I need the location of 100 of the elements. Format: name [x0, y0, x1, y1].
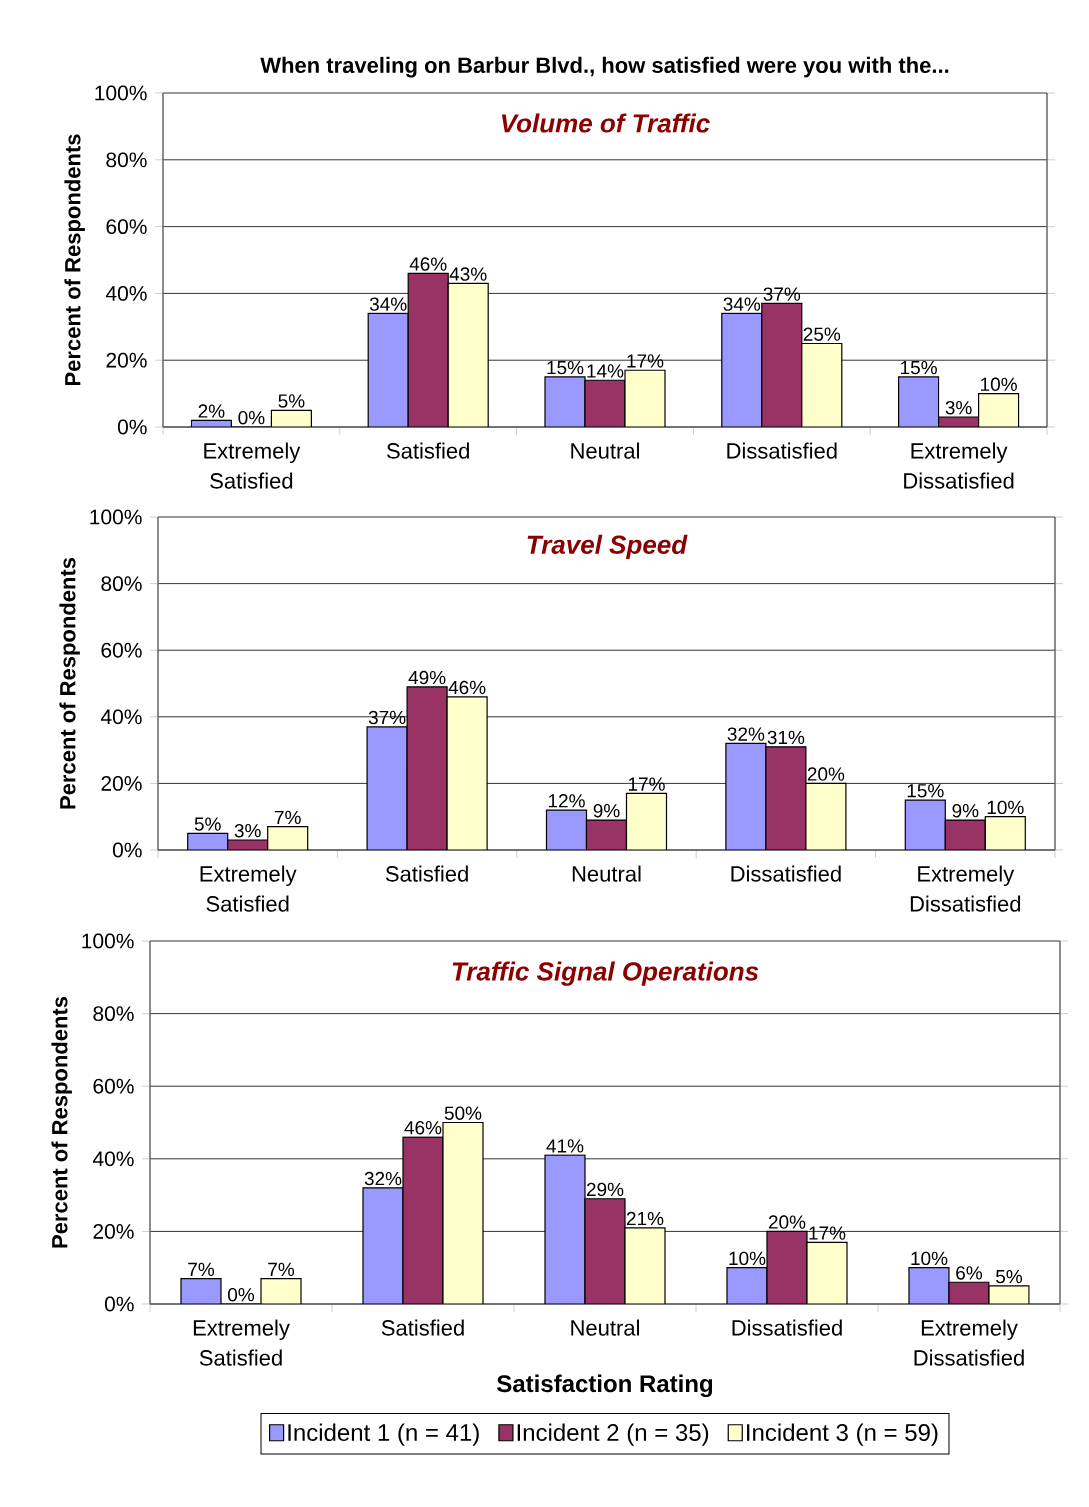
x-tick-label: Extremely Satisfied: [204, 442, 301, 489]
data-label: 15%: [907, 784, 944, 798]
data-label: 46%: [409, 257, 447, 271]
data-label: 9%: [952, 803, 979, 818]
bar: [584, 1198, 626, 1305]
bar: [447, 282, 489, 428]
bar: [362, 1187, 404, 1305]
bar: [446, 696, 488, 851]
y-axis-title: Percent of Respondents: [59, 557, 80, 809]
y-tick-label: 0%: [104, 1296, 134, 1312]
y-tick-label: 20%: [93, 1223, 134, 1239]
data-label: 0%: [228, 1287, 255, 1302]
bar: [801, 342, 843, 428]
chart-title: When traveling on Barbur Blvd., how satisfied were you with the...: [260, 56, 949, 78]
bar: [624, 369, 666, 428]
x-tick-label: Dissatisfied: [727, 442, 837, 459]
y-tick-label: 20%: [106, 352, 147, 368]
legend-label: Incident 2 (n = 35): [517, 1423, 709, 1446]
bar: [761, 302, 803, 428]
data-label: 10%: [987, 800, 1024, 815]
bar: [726, 1267, 768, 1305]
y-tick-label: 40%: [105, 285, 147, 301]
bar: [721, 312, 763, 428]
text: Traffic Signal Operations: [452, 961, 759, 986]
data-label: 25%: [803, 327, 841, 341]
bar: [904, 799, 946, 851]
bar: [805, 782, 847, 851]
x-axis-title: Satisfaction Rating: [497, 1374, 713, 1398]
y-tick-label: 60%: [93, 1078, 134, 1094]
text: Travel Speed: [527, 534, 688, 560]
y-tick-label: 80%: [106, 152, 147, 168]
y-tick-label: 60%: [101, 642, 142, 658]
data-label: 10%: [981, 377, 1017, 392]
x-tick-label: Neutral: [571, 442, 639, 459]
data-label: 41%: [546, 1139, 584, 1153]
bar: [267, 826, 309, 851]
data-label: 20%: [768, 1215, 806, 1229]
data-label: 20%: [807, 767, 845, 781]
bar: [584, 379, 626, 428]
data-label: 14%: [587, 364, 624, 378]
data-label: 10%: [911, 1251, 948, 1266]
data-label: 0%: [238, 410, 265, 425]
data-label: 6%: [956, 1266, 983, 1280]
bar: [402, 1136, 444, 1305]
data-label: 31%: [767, 730, 805, 745]
data-label: 3%: [945, 400, 972, 415]
y-tick-label: 100%: [90, 509, 142, 525]
y-tick-label: 80%: [101, 576, 142, 592]
bar: [544, 1154, 586, 1305]
data-label: 15%: [547, 360, 584, 375]
data-label: 29%: [586, 1182, 624, 1197]
y-tick-label: 100%: [82, 933, 134, 949]
data-label: 43%: [449, 267, 487, 281]
data-label: 5%: [996, 1269, 1023, 1284]
data-label: 46%: [448, 680, 486, 695]
bar: [766, 1230, 808, 1305]
y-axis-title: Percent of Respondents: [64, 134, 85, 386]
x-tick-label: Satisfied: [385, 865, 468, 882]
data-label: 5%: [194, 817, 221, 831]
bar: [908, 1267, 950, 1305]
bar: [984, 816, 1026, 851]
x-tick-label: Neutral: [572, 865, 641, 882]
bar: [407, 272, 449, 428]
data-label: 49%: [408, 670, 446, 685]
data-label: 46%: [404, 1120, 442, 1135]
bar: [765, 746, 807, 851]
data-label: 15%: [901, 360, 937, 375]
bar: [545, 809, 588, 851]
data-label: 7%: [268, 1262, 295, 1276]
bar: [625, 792, 668, 851]
data-label: 50%: [444, 1106, 482, 1120]
y-tick-label: 80%: [93, 1006, 134, 1022]
data-label: 10%: [729, 1251, 766, 1266]
data-label: 7%: [274, 810, 301, 825]
legend-label: Incident 1 (n = 41): [288, 1423, 479, 1446]
bar: [180, 1278, 222, 1305]
y-tick-label: 40%: [100, 709, 142, 725]
x-tick-label: Satisfied: [381, 1319, 464, 1336]
x-tick-label: Extremely Dissatisfied: [910, 865, 1021, 912]
legend-label: Incident 3 (n = 59): [747, 1423, 938, 1446]
data-label: 7%: [188, 1262, 215, 1276]
y-tick-label: 40%: [92, 1151, 134, 1167]
x-tick-label: Extremely Dissatisfied: [904, 442, 1014, 489]
x-tick-label: Extremely Satisfied: [200, 865, 297, 912]
bar: [725, 742, 767, 851]
bar: [585, 819, 628, 851]
data-label: 12%: [548, 794, 585, 808]
data-label: 32%: [727, 727, 765, 741]
data-label: 21%: [626, 1211, 664, 1226]
text: Volume of Traffic: [501, 113, 710, 133]
bar: [898, 376, 940, 428]
data-label: 34%: [723, 297, 761, 311]
bar: [260, 1278, 302, 1305]
data-label: 5%: [278, 394, 305, 408]
y-tick-label: 60%: [106, 219, 147, 235]
data-label: 2%: [198, 404, 225, 418]
y-tick-label: 100%: [95, 85, 147, 101]
y-tick-label: 0%: [117, 419, 147, 435]
x-tick-label: Extremely Dissatisfied: [914, 1319, 1024, 1366]
bar: [977, 393, 1020, 428]
